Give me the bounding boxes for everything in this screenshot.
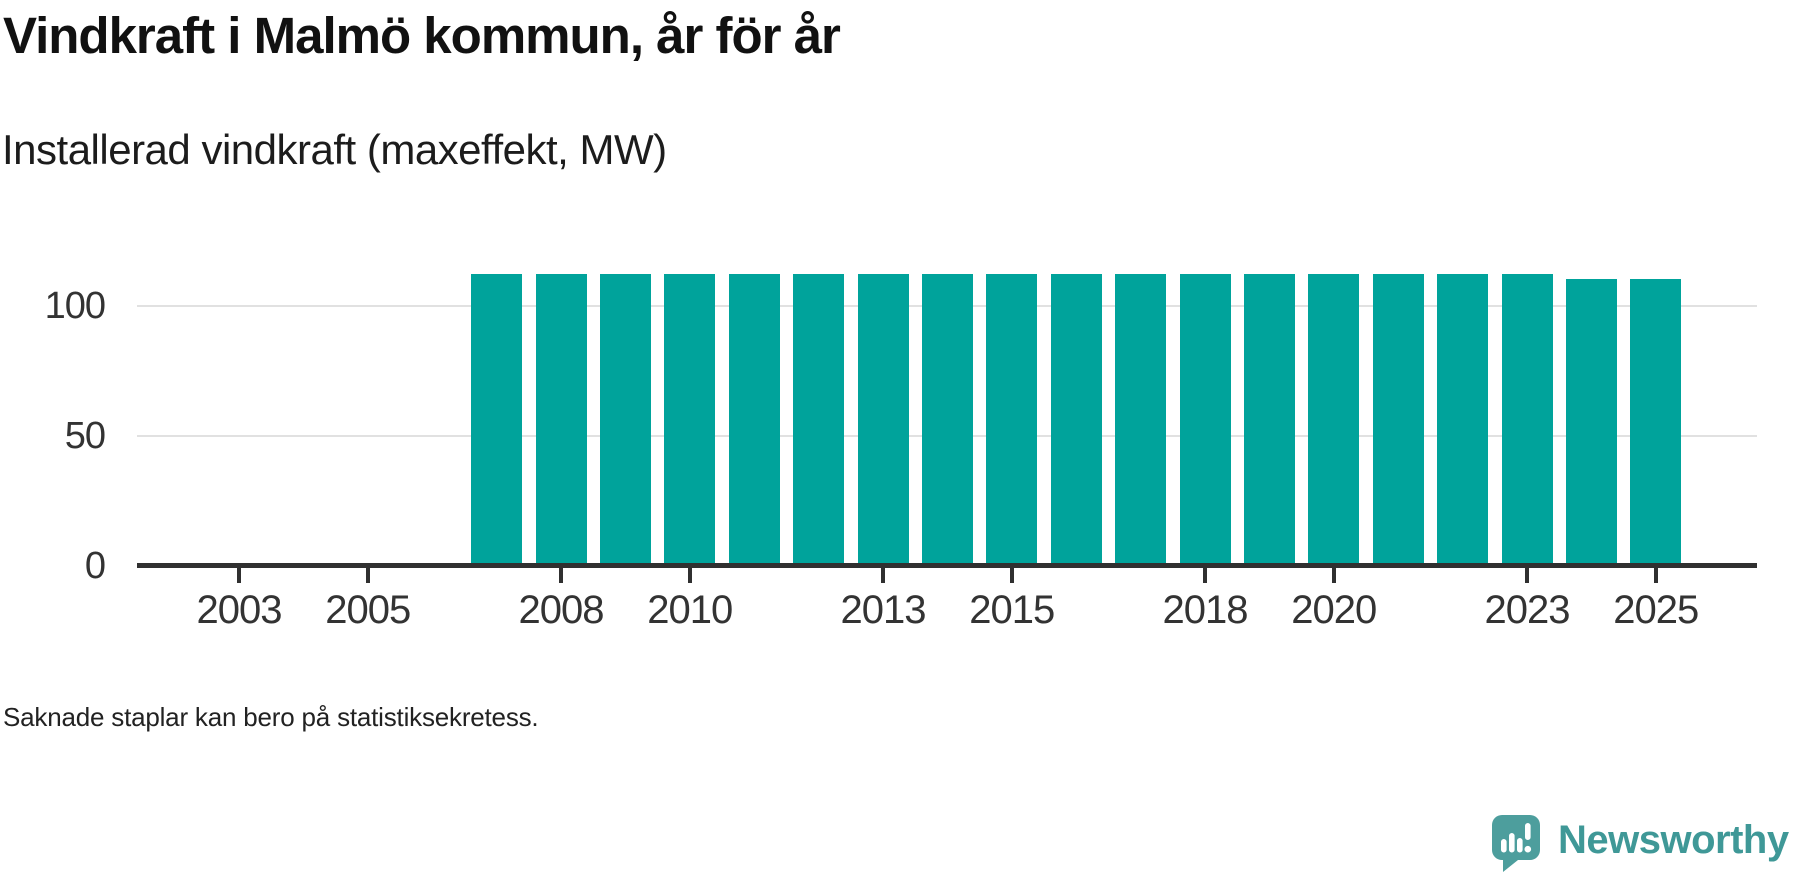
bar-2024 — [1565, 278, 1617, 566]
bar-2021 — [1372, 273, 1424, 566]
bar-2016 — [1050, 273, 1102, 566]
x-tick-label: 2010 — [647, 588, 733, 632]
chart-title: Vindkraft i Malmö kommun, år för år — [3, 7, 841, 64]
y-tick-label: 100 — [44, 285, 106, 327]
y-tick-label: 0 — [84, 545, 106, 587]
x-tick-2003 — [237, 568, 241, 583]
bar-2012 — [793, 273, 845, 566]
bar-2017 — [1115, 273, 1167, 566]
y-tick-label: 50 — [64, 415, 106, 457]
x-tick-label: 2025 — [1613, 588, 1699, 632]
footnote: Saknade staplar kan bero på statistiksek… — [3, 702, 539, 732]
x-tick-2008 — [559, 568, 563, 583]
x-tick-2025 — [1653, 568, 1658, 583]
x-axis-line — [137, 563, 1757, 568]
x-tick-2020 — [1331, 568, 1336, 583]
x-tick-2015 — [1009, 568, 1014, 583]
x-tick-label: 2023 — [1484, 588, 1571, 632]
newsworthy-logo: Newsworthy — [1492, 815, 1789, 877]
bar-2015 — [986, 273, 1038, 566]
x-tick-label: 2013 — [840, 588, 927, 632]
bar-2014 — [921, 273, 973, 566]
bar-2008 — [535, 273, 587, 566]
bar-2010 — [664, 273, 716, 566]
chart-subtitle: Installerad vindkraft (maxeffekt, MW) — [2, 126, 667, 173]
bar-2019 — [1243, 273, 1295, 566]
bar-2018 — [1179, 273, 1231, 566]
x-tick-2013 — [881, 568, 885, 583]
x-tick-label: 2015 — [969, 588, 1055, 632]
newsworthy-brand-name: Newsworthy — [1558, 818, 1789, 862]
x-tick-2005 — [365, 568, 370, 583]
x-tick-label: 2018 — [1162, 588, 1249, 632]
bar-2025 — [1630, 278, 1682, 566]
bar-2022 — [1437, 273, 1489, 566]
x-tick-2010 — [687, 568, 692, 583]
bar-2013 — [857, 273, 909, 566]
x-tick-2023 — [1525, 568, 1529, 583]
x-tick-label: 2005 — [325, 588, 411, 632]
bar-2009 — [599, 273, 651, 566]
x-tick-label: 2003 — [196, 588, 283, 632]
plot-area: 2003 2005 2008 2010 2013 2015 2018 2020 2023 2025… — [44, 273, 1757, 632]
bar-2011 — [728, 273, 780, 566]
x-tick-2018 — [1203, 568, 1207, 583]
bar-2007 — [471, 273, 523, 566]
bar-2020 — [1308, 273, 1360, 566]
newsworthy-speech-bubble-bar-chart-icon — [1492, 815, 1540, 872]
x-tick-label: 2020 — [1291, 588, 1377, 632]
x-tick-label: 2008 — [518, 588, 605, 632]
bar-2023 — [1501, 273, 1553, 566]
